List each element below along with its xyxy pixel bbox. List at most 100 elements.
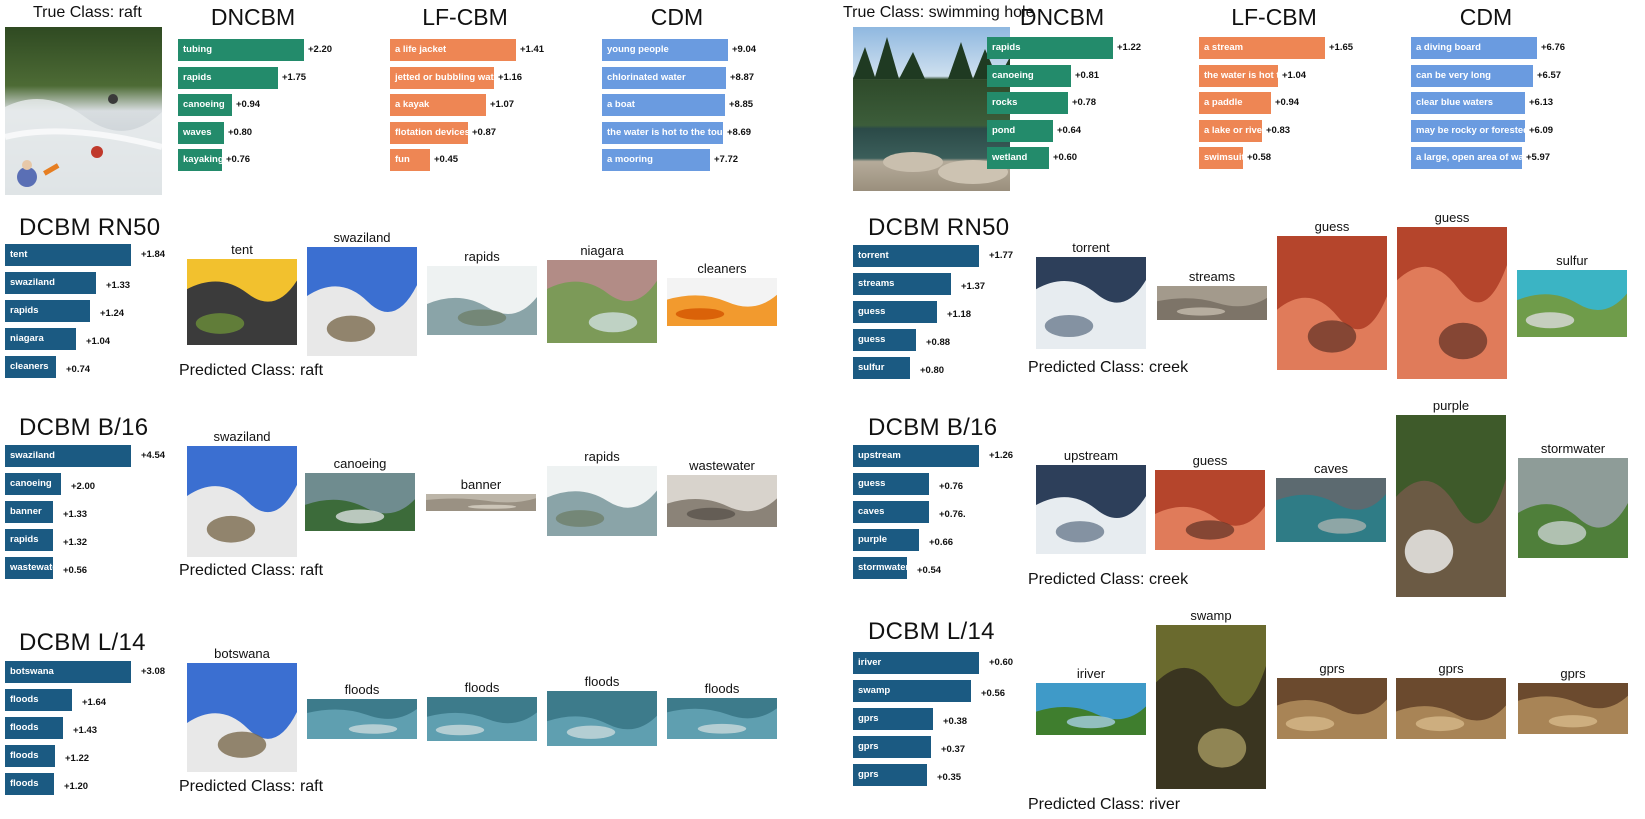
right-cdm-bar: clear blue waters	[1411, 92, 1525, 115]
left-dcbm-bar-value: +1.64	[82, 697, 107, 708]
left-dcbm-bar: floods	[5, 745, 55, 767]
left-dncbm-bar: rapids	[178, 66, 278, 89]
right-predicted-class: Predicted Class: river	[1028, 796, 1181, 813]
right-dcbm-concept-image	[1397, 227, 1507, 379]
right-dcbm-image-label: caves	[1314, 461, 1348, 476]
right-dcbm-bar: purple	[853, 529, 919, 551]
left-dcbm-concept-image	[187, 446, 297, 557]
left-dcbm-image-label: niagara	[580, 243, 624, 258]
left-dcbm-bar: swaziland	[5, 272, 96, 294]
right-dcbm-image-label: gprs	[1319, 661, 1345, 676]
left-lf-cbm-bar: a kayak	[390, 94, 486, 117]
right-method-title-lf-cbm: LF-CBM	[1231, 4, 1317, 30]
right-dcbm-image-label: upstream	[1063, 448, 1119, 463]
right-dcbm-concept-image	[1518, 458, 1628, 558]
left-lf-cbm-bar-value: +1.07	[490, 99, 515, 111]
right-predicted-class: Predicted Class: creek	[1028, 571, 1189, 588]
right-dcbm-image-label: gprs	[1560, 666, 1586, 681]
right-cdm-bar-value: +5.97	[1526, 152, 1551, 164]
right-dcbm-bar: caves	[853, 501, 929, 523]
left-dcbm-image-label: swaziland	[213, 429, 271, 444]
left-dcbm-concept-image	[426, 494, 536, 511]
right-dcbm-title-2: DCBM L/14	[868, 618, 995, 645]
right-lf-cbm-bar-value: +1.65	[1329, 42, 1354, 53]
left-dcbm-bar: swaziland	[5, 445, 131, 467]
left-cdm-bar: a mooring	[602, 149, 710, 172]
left-dcbm-bar: rapids	[5, 529, 53, 551]
left-dcbm-concept-image	[305, 473, 415, 531]
left-dcbm-image-label: rapids	[464, 249, 500, 264]
right-dncbm-bar-value: +0.60	[1053, 152, 1078, 164]
left-dncbm-bar-value: +0.76	[226, 154, 251, 166]
left-dcbm-bar-value: +1.32	[63, 537, 88, 548]
right-dncbm-bar-value: +0.78	[1072, 97, 1097, 109]
left-dcbm-bar: canoeing	[5, 473, 61, 495]
left-dcbm-bar: tent	[5, 244, 131, 266]
right-dcbm-title-1: DCBM B/16	[868, 414, 998, 441]
right-dncbm-bar: rocks	[987, 92, 1068, 115]
left-dcbm-bar-value: +3.08	[141, 666, 166, 677]
right-dcbm-image-label: purple	[1432, 398, 1470, 413]
left-dcbm-title-2: DCBM L/14	[19, 629, 146, 656]
right-dcbm-concept-image	[1036, 257, 1146, 349]
right-dncbm-bar-value: +1.22	[1117, 42, 1142, 53]
right-dncbm-bar-value: +0.81	[1075, 69, 1100, 81]
right-dcbm-bar-value: +0.76	[939, 481, 964, 492]
right-lf-cbm-bar-value: +0.58	[1247, 152, 1272, 164]
right-cdm-bar-value: +6.76	[1541, 42, 1566, 53]
right-dcbm-bar-value: +0.60	[989, 657, 1014, 668]
left-dcbm-bar: niagara	[5, 328, 76, 350]
right-lf-cbm-bar-value: +0.94	[1275, 97, 1300, 109]
right-dcbm-concept-image	[1396, 678, 1506, 739]
right-dcbm-bar-value: +0.38	[943, 716, 968, 727]
right-dcbm-image-label: swamp	[1190, 608, 1232, 623]
left-true-class: True Class: raft	[33, 4, 142, 21]
left-cdm-bar: a boat	[602, 94, 725, 117]
left-lf-cbm-bar: flotation devices	[390, 121, 470, 144]
left-dcbm-concept-image	[547, 260, 657, 343]
left-dncbm-bar-value: +2.20	[308, 44, 333, 55]
right-dcbm-bar-value: +0.80	[920, 365, 945, 376]
right-dncbm-bar: pond	[987, 119, 1053, 142]
right-cdm-bar: can be very long	[1411, 64, 1533, 87]
right-method-title-cdm: CDM	[1459, 4, 1513, 30]
left-dncbm-bar: kayaking	[178, 149, 224, 172]
left-method-title-dncbm: DNCBM	[210, 4, 296, 30]
left-dcbm-image-label: banner	[460, 477, 502, 492]
left-dcbm-bar-value: +0.74	[66, 364, 91, 375]
right-dcbm-image-label: guess	[1314, 219, 1350, 234]
left-dcbm-image-label: wastewater	[689, 458, 755, 473]
left-true-image	[5, 27, 162, 195]
left-dcbm-bar: floods	[5, 773, 54, 795]
right-lf-cbm-bar-value: +1.04	[1282, 69, 1307, 81]
right-dcbm-bar: stormwater	[853, 557, 909, 579]
left-cdm-bar-value: +8.85	[729, 99, 754, 111]
left-dncbm-bar: tubing	[178, 39, 304, 61]
left-dncbm-bar-value: +0.80	[228, 126, 253, 138]
left-dcbm-title-1: DCBM B/16	[19, 414, 149, 441]
right-dcbm-bar: sulfur	[853, 357, 910, 379]
left-dcbm-bar: banner	[5, 501, 53, 523]
right-cdm-bar: a diving board	[1411, 37, 1537, 59]
left-dcbm-bar-value: +1.43	[73, 725, 98, 736]
left-dcbm-bar-value: +1.22	[65, 753, 90, 764]
right-lf-cbm-bar: a paddle	[1199, 92, 1271, 115]
right-dcbm-concept-image	[1518, 683, 1628, 734]
left-dcbm-concept-image	[667, 698, 777, 739]
left-dcbm-bar: wastewater	[5, 557, 61, 579]
left-dcbm-bar: floods	[5, 689, 72, 711]
left-dcbm-concept-image	[667, 475, 777, 527]
left-dcbm-image-label: swaziland	[333, 230, 391, 245]
right-dcbm-concept-image	[1036, 683, 1146, 735]
left-dcbm-image-label: rapids	[584, 449, 620, 464]
left-predicted-class: Predicted Class: raft	[179, 362, 324, 379]
left-dcbm-bar-value: +1.24	[100, 308, 125, 319]
right-cdm-bar: may be rocky or forested	[1411, 119, 1529, 142]
right-lf-cbm-bar: a lake or river	[1199, 119, 1266, 142]
right-dncbm-bar: rapids	[987, 37, 1113, 59]
right-dcbm-concept-image	[1277, 236, 1387, 370]
left-predicted-class: Predicted Class: raft	[179, 562, 324, 579]
left-dcbm-image-label: canoeing	[333, 456, 387, 471]
left-dncbm-bar: canoeing	[178, 94, 232, 117]
left-dcbm-bar-value: +1.33	[106, 280, 131, 291]
